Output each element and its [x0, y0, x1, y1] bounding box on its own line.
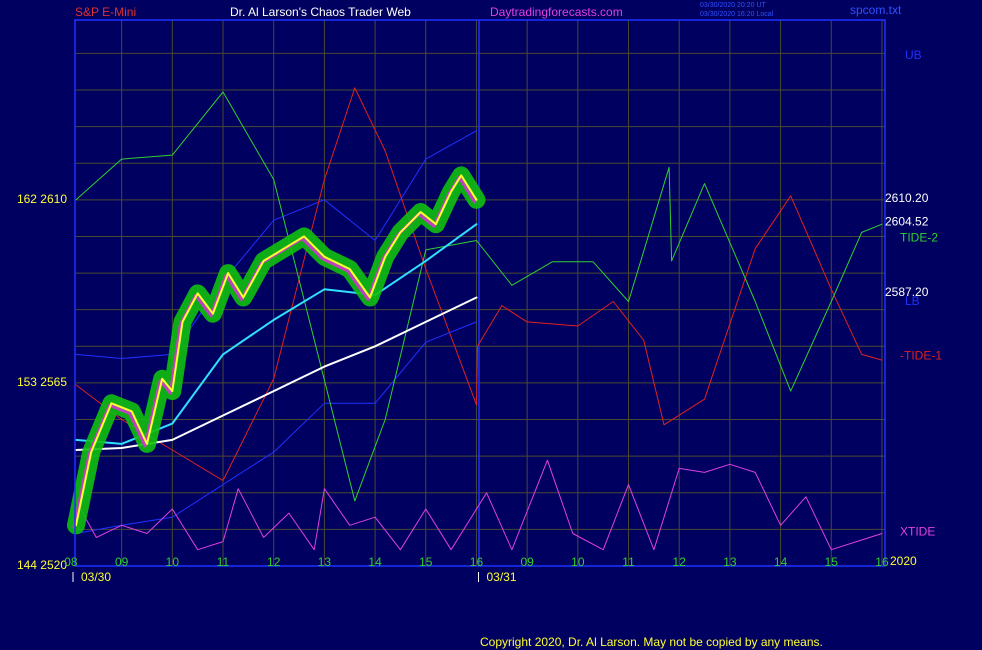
y-tick-label: 144 2520 [17, 558, 67, 572]
x-tick-label: 16 [470, 555, 484, 569]
x-tick-label: 14 [368, 555, 382, 569]
series-line [75, 87, 883, 482]
y-tick-label: 153 2565 [17, 375, 67, 389]
copyright: Copyright 2020, Dr. Al Larson. May not b… [480, 635, 823, 649]
series-line [75, 321, 477, 534]
series-label: TIDE-2 [900, 230, 938, 244]
x-tick-label: 14 [774, 555, 788, 569]
x-tick-label: 09 [115, 555, 129, 569]
series-line [75, 174, 478, 527]
header-stamp: 03/30/2020 16:20 Local [700, 11, 774, 18]
x-tick-label: 13 [318, 555, 332, 569]
x-tick-label: 09 [520, 555, 534, 569]
x-tick-label: 11 [622, 555, 635, 569]
x-tick-label: 12 [267, 555, 281, 569]
x-tick-label: 15 [419, 555, 433, 569]
header-left: S&P E-Mini [75, 5, 136, 19]
series-line [75, 459, 883, 551]
date-label: 03/31 [487, 570, 517, 584]
right-value-label: 2610.20 [885, 191, 929, 205]
series-label: XTIDE [900, 525, 935, 539]
x-tick-label: 15 [825, 555, 839, 569]
header-site: Daytradingforecasts.com [490, 5, 623, 19]
right-value-label: 2604.52 [885, 214, 929, 228]
series-line [75, 130, 477, 359]
series-line [75, 91, 883, 502]
x-tick-label: 12 [673, 555, 687, 569]
date-label: 03/30 [81, 570, 111, 584]
right-value-label: 2587.20 [885, 285, 929, 299]
x-tick-label: 11 [217, 555, 230, 569]
x-tick-label: 13 [723, 555, 737, 569]
header-stamp: 03/30/2020 20:20 UT [700, 2, 766, 9]
year-label: 2020 [890, 554, 917, 568]
x-tick-label: 08 [64, 555, 78, 569]
plot-frame [74, 19, 886, 567]
series-label: UB [905, 48, 922, 62]
series-layer [67, 87, 883, 551]
header-center: Dr. Al Larson's Chaos Trader Web [230, 5, 411, 19]
x-tick-label: 16 [875, 555, 889, 569]
series-label: -TIDE-1 [900, 348, 942, 362]
header-file: spcom.txt [850, 3, 902, 17]
series-label: LB [905, 294, 920, 308]
x-tick-label: 10 [571, 555, 585, 569]
x-tick-label: 10 [166, 555, 180, 569]
y-tick-label: 162 2610 [17, 192, 67, 206]
